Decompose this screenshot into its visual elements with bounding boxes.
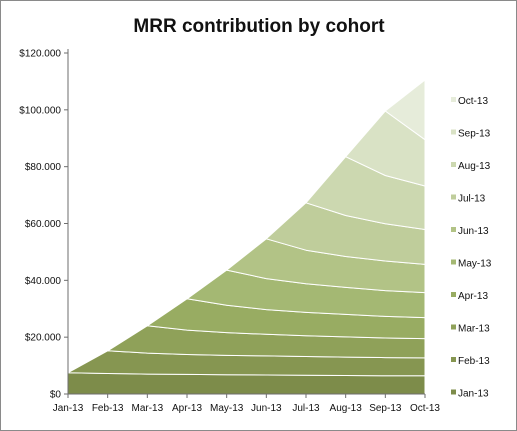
y-tick-label: $40.000 [25, 276, 62, 287]
legend-swatch-mar-13 [451, 324, 456, 330]
chart-title: MRR contribution by cohort [133, 16, 385, 37]
y-tick-label: $80.000 [25, 162, 62, 173]
legend-swatch-jun-13 [451, 227, 456, 232]
axes: $0 $20.000 $40.000 $60.000 $80.000 $100.000 $1… [19, 49, 440, 415]
legend-swatch-jul-13 [451, 194, 456, 200]
y-tick-label: $0 [50, 390, 62, 401]
legend-swatch-sep-13 [451, 129, 456, 135]
y-tick-label: $120.000 [19, 49, 61, 60]
legend-label-jul-13: Jul-13 [458, 194, 486, 205]
legend-label-sep-13: Sep-13 [458, 129, 491, 140]
x-tick-label: Sep-13 [369, 403, 402, 414]
legend-swatch-feb-13 [451, 357, 456, 362]
legend-swatch-oct-13 [451, 97, 456, 102]
legend: Oct-13 Sep-13 Aug-13 Jul-13 Jun-13 May-13 Apr-… [451, 96, 492, 400]
x-tick-label: May-13 [210, 403, 244, 414]
legend-label-jan-13: Jan-13 [458, 389, 489, 400]
legend-swatch-apr-13 [451, 292, 456, 297]
x-tick-label: Feb-13 [92, 403, 124, 414]
x-tick-label: Apr-13 [172, 403, 202, 414]
legend-label-feb-13: Feb-13 [458, 356, 490, 367]
area-series-sep-13 [345, 110, 426, 187]
plot-areas [67, 79, 426, 395]
x-tick-label: Oct-13 [410, 403, 440, 414]
legend-label-oct-13: Oct-13 [458, 96, 488, 107]
x-tick-label: Jul-13 [292, 403, 320, 414]
x-tick-label: Aug-13 [330, 403, 363, 414]
legend-swatch-jan-13 [451, 389, 456, 395]
x-tick-label: Mar-13 [131, 403, 163, 414]
legend-label-may-13: May-13 [458, 259, 492, 270]
legend-label-apr-13: Apr-13 [458, 291, 488, 302]
legend-label-mar-13: Mar-13 [458, 324, 490, 335]
legend-swatch-aug-13 [451, 162, 456, 167]
y-tick-label: $60.000 [25, 219, 62, 230]
legend-swatch-may-13 [451, 259, 456, 265]
y-tick-label: $20.000 [25, 333, 62, 344]
x-tick-label: Jan-13 [53, 403, 84, 414]
y-tick-label: $100.000 [19, 105, 61, 116]
legend-label-aug-13: Aug-13 [458, 161, 491, 172]
legend-label-jun-13: Jun-13 [458, 226, 489, 237]
x-tick-label: Jun-13 [251, 403, 282, 414]
area-series-oct-13 [384, 79, 426, 141]
